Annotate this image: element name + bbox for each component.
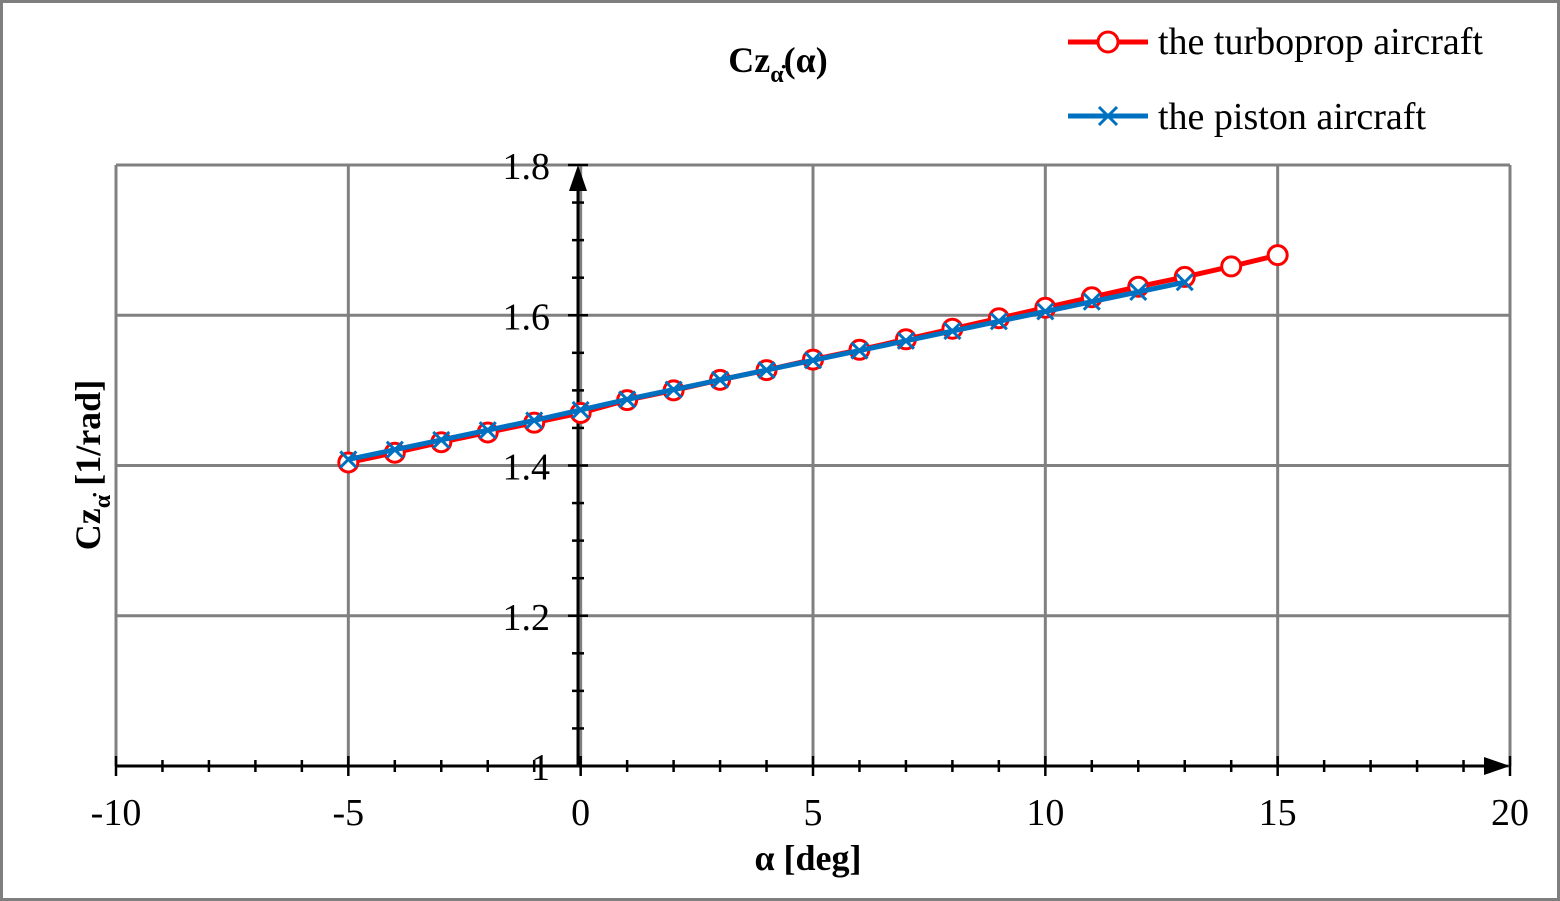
x-tick-label: 10 <box>1026 792 1064 834</box>
data-point <box>339 450 358 469</box>
x-tick-label: 20 <box>1491 792 1529 834</box>
data-point <box>571 400 590 419</box>
series <box>337 244 1289 474</box>
data-point <box>385 440 404 459</box>
x-axis-title: α [deg] <box>754 838 861 878</box>
data-point <box>1175 273 1194 292</box>
y-tick-label: 1.4 <box>503 447 551 489</box>
legend-item-piston: the piston aircraft <box>1068 96 1426 138</box>
data-point <box>757 361 776 380</box>
data-point <box>989 312 1008 331</box>
data-point <box>1220 255 1243 278</box>
y-tick-label: 1 <box>531 747 550 789</box>
data-point <box>803 351 823 370</box>
data-point <box>525 411 544 430</box>
series-piston <box>339 273 1194 469</box>
data-point <box>711 370 730 389</box>
legend-label-turboprop: the turboprop aircraft <box>1158 21 1483 63</box>
data-point <box>618 390 637 409</box>
tick-labels: -10 -5 0 5 10 15 20 1 1.2 1.4 1.6 1.8 <box>91 146 1529 834</box>
data-point <box>1129 282 1148 302</box>
data-point <box>896 331 915 350</box>
data-point <box>850 341 869 360</box>
x-tick-label: 0 <box>571 792 590 834</box>
data-point <box>664 380 683 399</box>
data-point <box>478 421 497 440</box>
x-tick-label: 5 <box>804 792 823 834</box>
data-point <box>1082 292 1101 311</box>
data-point <box>1266 244 1289 267</box>
x-axis-arrow <box>1484 757 1510 775</box>
y-tick-label: 1.6 <box>503 296 551 338</box>
legend-label-piston: the piston aircraft <box>1158 96 1426 138</box>
axes <box>114 163 1512 776</box>
y-tick-label: 1.8 <box>503 146 551 188</box>
x-tick-label: -5 <box>333 792 365 834</box>
y-axis-arrow <box>569 165 587 191</box>
data-point <box>432 430 451 450</box>
legend-item-turboprop: the turboprop aircraft <box>1068 21 1483 63</box>
legend: the turboprop aircraft the piston aircra… <box>1068 21 1483 138</box>
legend-marker-circle <box>1096 30 1120 54</box>
y-tick-label: 1.2 <box>503 597 551 639</box>
data-point <box>943 321 962 341</box>
legend-marker-x <box>1097 105 1119 127</box>
data-point <box>1036 302 1055 321</box>
x-tick-label: 15 <box>1259 792 1297 834</box>
x-tick-label: -10 <box>91 792 142 834</box>
